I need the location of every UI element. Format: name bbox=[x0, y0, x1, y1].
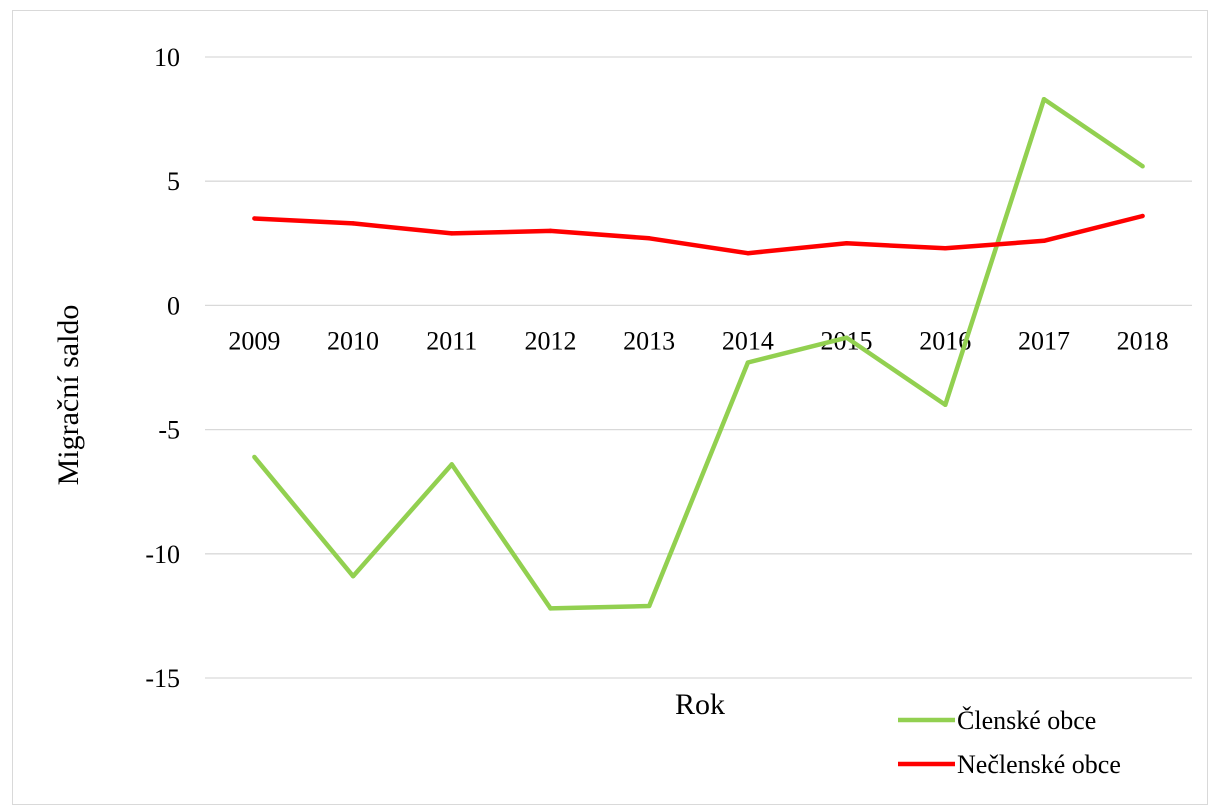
series-line-1 bbox=[252, 96, 1144, 611]
data-point bbox=[449, 231, 454, 236]
data-point bbox=[646, 603, 652, 609]
gridlines bbox=[205, 56, 1192, 679]
legend-label: Nečlenské obce bbox=[957, 750, 1121, 779]
chart-frame bbox=[12, 10, 1208, 805]
data-point bbox=[1140, 164, 1145, 169]
data-point bbox=[844, 335, 849, 340]
x-tick-label: 2018 bbox=[1117, 326, 1169, 355]
y-tick-label: 0 bbox=[167, 291, 180, 320]
data-point bbox=[350, 573, 356, 579]
y-axis-title: Migrační saldo bbox=[52, 305, 85, 486]
x-tick-label: 2010 bbox=[327, 326, 379, 355]
data-point bbox=[745, 251, 751, 256]
x-axis-ticks: 2009 2010 2011 2012 2013 2014 2015 2016 2017 2018 bbox=[228, 326, 1168, 355]
data-point bbox=[548, 606, 553, 611]
data-point bbox=[252, 216, 257, 221]
data-point bbox=[943, 402, 948, 407]
series-line-2 bbox=[254, 213, 1144, 256]
data-point bbox=[1041, 97, 1047, 102]
data-point bbox=[646, 236, 652, 241]
x-tick-label: 2011 bbox=[426, 326, 477, 355]
data-point bbox=[252, 454, 257, 460]
data-point bbox=[548, 228, 553, 234]
data-point bbox=[1041, 238, 1047, 244]
y-tick-label: -10 bbox=[145, 540, 180, 569]
x-tick-label: 2013 bbox=[623, 326, 675, 355]
y-tick-label: 5 bbox=[167, 167, 180, 196]
x-tick-label: 2012 bbox=[524, 326, 576, 355]
x-axis-title: Rok bbox=[675, 688, 725, 721]
data-point bbox=[745, 360, 751, 365]
y-tick-label: -15 bbox=[145, 664, 180, 693]
x-tick-label: 2009 bbox=[228, 326, 280, 355]
series-lines bbox=[252, 96, 1145, 611]
y-axis-ticks: 10 5 0 -5 -10 -15 bbox=[145, 43, 180, 693]
data-point bbox=[1140, 213, 1145, 219]
data-point bbox=[350, 221, 356, 226]
data-point bbox=[449, 462, 454, 467]
legend-label: Členské obce bbox=[957, 706, 1096, 735]
legend: Členské obce Nečlenské obce bbox=[898, 706, 1121, 779]
x-tick-label: 2017 bbox=[1018, 326, 1070, 355]
y-tick-label: -5 bbox=[158, 416, 180, 445]
data-point bbox=[844, 241, 849, 246]
data-point bbox=[943, 246, 948, 251]
y-tick-label: 10 bbox=[154, 43, 180, 72]
x-tick-label: 2014 bbox=[722, 326, 774, 355]
